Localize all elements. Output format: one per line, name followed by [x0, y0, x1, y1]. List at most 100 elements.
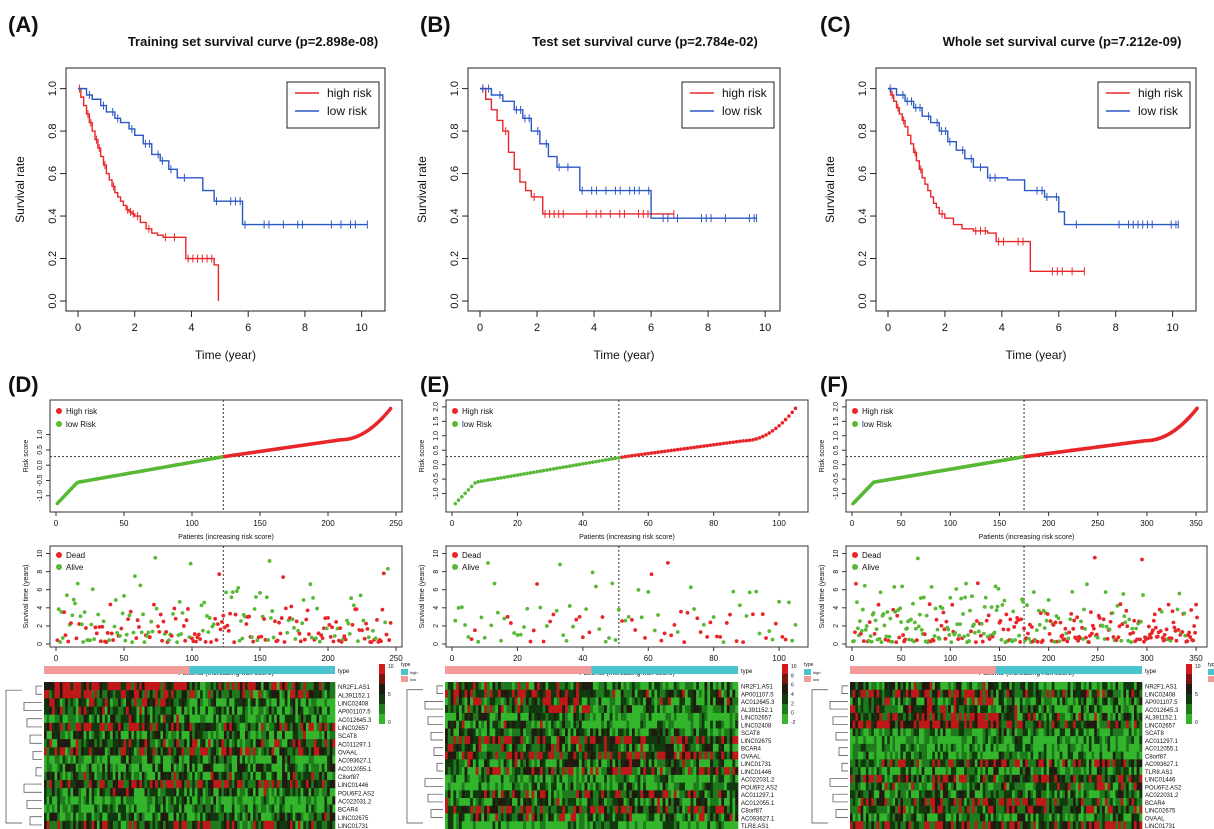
- survival-point: [764, 636, 768, 640]
- heatmap-cell: [690, 736, 694, 745]
- x-tick-label: 250: [389, 654, 403, 663]
- heatmap-cell: [202, 755, 206, 764]
- heatmap-cell: [91, 788, 95, 797]
- heatmap-cell: [679, 751, 683, 760]
- heatmap-cell: [503, 759, 507, 768]
- heatmap-cell: [484, 697, 488, 706]
- heatmap-cell: [684, 712, 689, 721]
- heatmap-cell: [464, 705, 468, 714]
- heatmap-cell: [86, 714, 90, 724]
- survival-point: [1013, 638, 1018, 642]
- heatmap-cell: [567, 689, 571, 698]
- heatmap-cell: [118, 690, 122, 699]
- heatmap-cell: [295, 731, 299, 740]
- heatmap-cell: [59, 812, 63, 822]
- heatmap-cell: [200, 763, 204, 773]
- heatmap-cell: [484, 689, 488, 698]
- heatmap-cell: [157, 820, 161, 829]
- risk-point: [492, 477, 497, 481]
- risk-point: [548, 467, 552, 472]
- heatmap-cell: [564, 743, 569, 752]
- heatmap-cell: [570, 682, 574, 691]
- heatmap-cell: [67, 706, 71, 715]
- heatmap-cell: [671, 712, 675, 721]
- heatmap-cell: [517, 712, 521, 721]
- heatmap-cell: [83, 722, 87, 732]
- heatmap-cell: [94, 763, 98, 773]
- heatmap-cell: [62, 755, 66, 764]
- heatmap-cell: [67, 780, 71, 789]
- heatmap-cell: [170, 714, 174, 724]
- heatmap-cell: [170, 771, 174, 781]
- heatmap-cell: [489, 759, 493, 768]
- heatmap-cell: [157, 812, 161, 822]
- heatmap-cell: [584, 743, 588, 752]
- survival-point: [268, 616, 273, 620]
- heatmap-cell: [205, 780, 209, 789]
- heatmap-cell: [528, 712, 532, 721]
- heatmap-cell: [679, 743, 683, 752]
- heatmap-cell: [118, 780, 122, 789]
- heatmap-cell: [231, 714, 235, 724]
- heatmap-cell: [94, 788, 98, 797]
- heatmap-cell: [250, 706, 254, 715]
- heatmap-cell: [701, 720, 705, 729]
- heatmap-cell: [131, 771, 135, 781]
- heatmap-cell: [176, 722, 180, 732]
- heatmap-cell: [324, 820, 328, 829]
- heatmap-cell: [671, 751, 675, 760]
- heatmap-cell: [155, 747, 159, 756]
- heatmap-cell: [495, 712, 499, 721]
- survival-point: [953, 630, 958, 635]
- colorbar-segment: [379, 684, 385, 694]
- heatmap-cell: [662, 736, 666, 745]
- heatmap-cell: [160, 731, 164, 740]
- heatmap-cell: [165, 804, 169, 813]
- heatmap-cell: [534, 682, 538, 691]
- heatmap-cell: [676, 728, 680, 737]
- heatmap-cell: [147, 796, 151, 805]
- heatmap-cell: [163, 771, 166, 781]
- risk-score-panel-d: 0 50 100 150 200 250-1.0-0.50.00.51.0Patients…: [23, 399, 403, 541]
- x-tick-label: 100: [185, 654, 199, 663]
- heatmap-cell: [250, 731, 254, 740]
- heatmap-cell: [173, 780, 177, 789]
- heatmap-cell: [316, 706, 320, 715]
- heatmap-cell: [128, 820, 132, 829]
- heatmap-cell: [651, 689, 655, 698]
- heatmap-cell: [470, 697, 474, 706]
- heatmap-cell: [276, 682, 280, 691]
- heatmap-cell: [144, 698, 148, 707]
- heatmap-cell: [303, 820, 307, 829]
- heatmap-cell: [551, 705, 555, 714]
- heatmap-cell: [112, 739, 116, 748]
- survival-point: [300, 621, 305, 626]
- heatmap-cell: [472, 697, 476, 706]
- plot-frame: [845, 545, 1208, 648]
- legend-label: Dead: [462, 551, 481, 560]
- heatmap-cell: [173, 739, 177, 748]
- heatmap-cell: [300, 731, 304, 740]
- heatmap-cell: [255, 690, 259, 699]
- heatmap-cell: [75, 771, 79, 781]
- survival-point: [1089, 631, 1094, 636]
- heatmap-cell: [590, 712, 594, 721]
- heatmap-cell: [237, 812, 241, 822]
- heatmap-cell: [595, 743, 599, 752]
- heatmap-cell: [260, 731, 264, 740]
- risk-point: [764, 433, 768, 437]
- heatmap-cell: [163, 698, 166, 707]
- heatmap-cell: [102, 755, 106, 764]
- heatmap-cell: [332, 714, 336, 724]
- heatmap-cell: [478, 736, 482, 745]
- heatmap-cell: [545, 705, 549, 714]
- heatmap-cell: [181, 747, 185, 756]
- heatmap-cell: [311, 690, 315, 699]
- heatmap-cell: [70, 796, 74, 805]
- survival-point: [1188, 635, 1193, 639]
- heatmap-cell: [461, 743, 465, 752]
- heatmap-cell: [237, 698, 241, 707]
- heatmap-cell: [67, 820, 71, 829]
- heatmap-cell: [213, 788, 217, 797]
- heatmap-cell: [131, 690, 135, 699]
